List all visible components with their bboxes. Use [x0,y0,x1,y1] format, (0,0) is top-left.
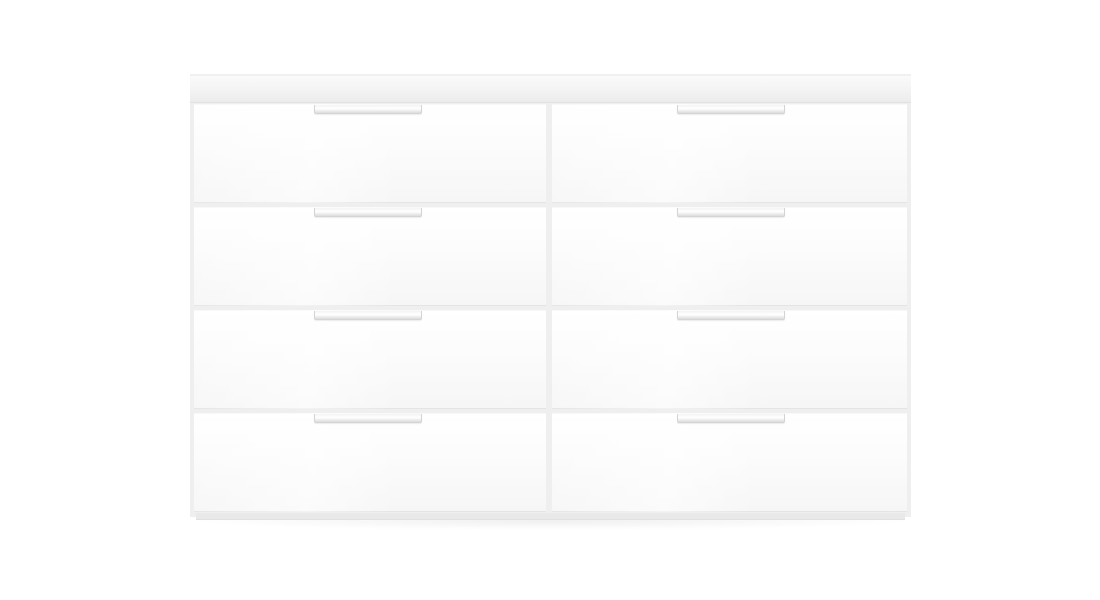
drawer-gloss [552,104,907,203]
drawer-gloss [552,413,907,512]
drawer-gloss [194,310,546,409]
drawer-right-2 [552,207,907,306]
drawer-gloss [552,207,907,306]
drawer-handle [314,311,422,320]
drawer-handle [677,311,785,320]
drawer-left-1 [194,104,546,203]
drawer-handle [677,414,785,423]
drawer-right-3 [552,310,907,409]
drawer-right-4 [552,413,907,512]
drawer-handle [314,208,422,217]
drawer-handle [677,105,785,114]
drawer-handle [314,414,422,423]
drawer-gloss [552,310,907,409]
drawer-gloss [194,413,546,512]
drawer-handle [677,208,785,217]
dresser-top [190,74,911,103]
drawer-left-2 [194,207,546,306]
dresser-plinth [196,513,905,520]
drawer-right-1 [552,104,907,203]
drawer-handle [314,105,422,114]
drawer-left-3 [194,310,546,409]
drawer-gloss [194,104,546,203]
drawer-left-4 [194,413,546,512]
drawer-gloss [194,207,546,306]
